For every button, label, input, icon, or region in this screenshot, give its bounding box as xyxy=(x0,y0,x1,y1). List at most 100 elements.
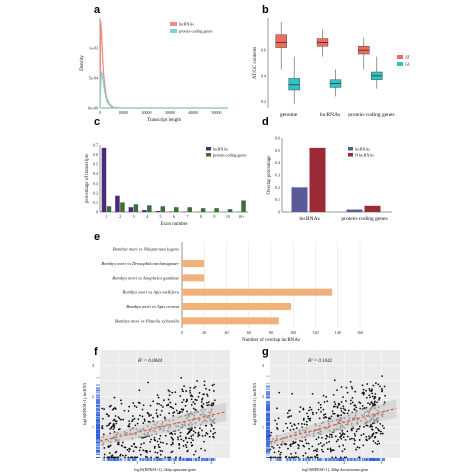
scatter-point xyxy=(345,386,348,389)
scatter-point xyxy=(324,416,327,418)
scatter-point xyxy=(291,392,294,395)
scatter-point xyxy=(339,432,342,435)
scatter-point xyxy=(313,449,315,452)
scatter-point xyxy=(317,436,320,439)
scatter-point xyxy=(345,400,347,402)
scatter-point xyxy=(365,435,368,438)
scatter-point xyxy=(189,389,191,392)
scatter-point xyxy=(194,408,197,411)
scatter-point xyxy=(138,449,141,452)
scatter-point xyxy=(301,440,303,443)
scatter-point xyxy=(179,435,182,437)
scatter-point xyxy=(285,455,288,458)
scatter-point xyxy=(307,456,309,459)
scatter-point xyxy=(174,403,177,406)
scatter-point xyxy=(381,375,383,377)
category-label: Bombyx mori vs Anopheles gambiae xyxy=(112,275,179,280)
scatter-point xyxy=(142,449,145,452)
scatter-point xyxy=(180,438,183,441)
scatter-point xyxy=(111,456,114,459)
scatter-point xyxy=(319,442,322,444)
scatter-point xyxy=(379,422,382,425)
scatter-point xyxy=(351,401,354,404)
panel-d-overlap-bar-chart: 0 0.1 0.2 0.3 0.4 0.5 0.6 Overlap percentage lnc… xyxy=(267,136,392,222)
scatter-point xyxy=(177,438,180,441)
scatter-point xyxy=(342,407,345,410)
scatter-point xyxy=(156,416,159,418)
scatter-point xyxy=(136,422,139,425)
scatter-point xyxy=(163,416,166,419)
scatter-point xyxy=(148,415,151,417)
scatter-point xyxy=(117,443,120,446)
scatter-point xyxy=(203,380,206,383)
scatter-point xyxy=(146,412,149,415)
scatter-point xyxy=(351,387,354,390)
scatter-point xyxy=(141,415,144,418)
scatter-point xyxy=(208,389,211,391)
y-tick-label: 0.2 xyxy=(275,185,280,190)
scatter-point xyxy=(132,402,135,404)
scatter-point xyxy=(149,450,151,453)
bar-protein-coding xyxy=(174,207,179,212)
category-label: protein-coding genes xyxy=(348,112,394,118)
scatter-point xyxy=(152,400,155,403)
confidence-band xyxy=(270,399,397,447)
x-tick-label: 5 xyxy=(160,214,162,219)
scatter-point xyxy=(132,415,134,417)
scatter-point xyxy=(212,433,215,435)
scatter-point xyxy=(310,408,313,411)
scatter-point xyxy=(340,414,343,417)
scatter-point xyxy=(384,394,387,397)
scatter-point xyxy=(341,432,344,435)
panel-e-horizontal-bar-chart: 0 20 40 60 80 100 120 140 160 Number of overlap l… xyxy=(101,242,363,343)
scatter-point xyxy=(311,393,314,395)
y-tick-label: 0.4 xyxy=(261,73,266,78)
scatter-point xyxy=(332,393,335,396)
scatter-point xyxy=(309,456,312,459)
scatter-point xyxy=(302,408,305,411)
trend-line xyxy=(269,407,397,443)
scatter-point xyxy=(184,444,187,446)
scatter-point xyxy=(371,428,374,431)
scatter-point xyxy=(371,425,374,428)
scatter-point xyxy=(177,436,179,439)
bar-protein-coding xyxy=(120,202,125,212)
x-tick-label: 3 xyxy=(380,460,382,465)
scatter-point xyxy=(309,406,311,409)
legend-label: Ø lncRNAs xyxy=(355,153,374,158)
bar-overlap-count xyxy=(182,274,205,282)
scatter-point xyxy=(164,456,167,459)
scatter-point xyxy=(371,395,374,398)
scatter-point xyxy=(186,441,189,444)
scatter-point xyxy=(120,402,123,405)
scatter-point xyxy=(322,394,325,397)
scatter-point xyxy=(299,439,301,442)
scatter-point xyxy=(192,434,195,436)
scatter-point xyxy=(273,451,276,454)
scatter-point xyxy=(152,416,155,419)
scatter-point xyxy=(277,456,279,459)
scatter-point xyxy=(349,380,352,383)
scatter-point xyxy=(375,382,377,385)
scatter-point xyxy=(346,430,349,433)
scatter-point xyxy=(361,384,364,387)
scatter-point xyxy=(118,428,121,430)
scatter-point xyxy=(288,456,291,459)
scatter-point xyxy=(380,430,382,433)
scatter-point xyxy=(293,424,296,426)
bar-lncrnas xyxy=(142,210,147,212)
scatter-point xyxy=(272,447,275,449)
scatter-point xyxy=(278,456,281,459)
box-at xyxy=(275,34,287,48)
scatter-point xyxy=(362,433,365,435)
x-tick-label: 6 xyxy=(173,214,175,219)
scatter-point xyxy=(175,456,177,459)
scatter-point xyxy=(311,456,313,459)
scatter-point xyxy=(127,456,130,459)
scatter-point xyxy=(290,415,293,417)
scatter-point xyxy=(135,446,138,449)
legend-label: GC xyxy=(405,62,411,67)
y-tick-label: 0.2 xyxy=(93,190,98,195)
legend-swatch xyxy=(170,22,177,26)
scatter-point xyxy=(297,447,300,450)
